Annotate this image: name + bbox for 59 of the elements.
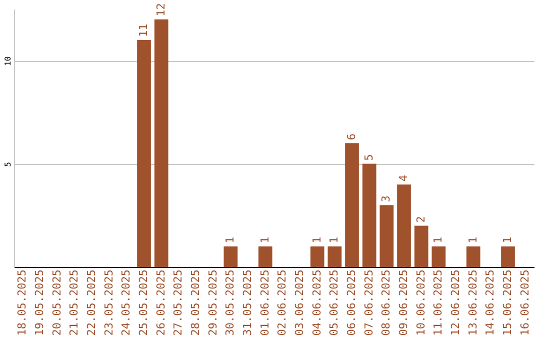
- x-tick-label: 02.06.2025: [276, 270, 289, 336]
- x-tick-label: 26.05.2025: [154, 270, 168, 336]
- x-tick-label: 16.06.2025: [518, 270, 532, 336]
- data-label: 11: [137, 24, 150, 37]
- x-tick-label: 12.06.2025: [449, 270, 462, 336]
- data-label: 1: [258, 236, 272, 244]
- bar: [397, 184, 411, 267]
- x-tick-label: 07.06.2025: [362, 270, 376, 336]
- x-tick-label: 14.06.2025: [484, 270, 497, 336]
- data-label: 4: [397, 174, 410, 182]
- bar: [414, 226, 428, 267]
- x-tick-label: 13.06.2025: [466, 270, 480, 336]
- x-tick-label: 29.05.2025: [206, 270, 220, 336]
- x-tick-label: 01.06.2025: [258, 270, 272, 336]
- data-label: 1: [466, 236, 480, 244]
- bar: [345, 143, 359, 267]
- data-label: 1: [310, 236, 324, 244]
- x-tick-label: 05.06.2025: [328, 270, 341, 336]
- x-tick-label: 18.05.2025: [16, 270, 29, 336]
- x-tick-label: 09.06.2025: [397, 270, 410, 336]
- x-tick-label: 20.05.2025: [50, 270, 64, 336]
- bar: [258, 246, 272, 267]
- bar: [432, 246, 446, 267]
- bar: [224, 246, 238, 267]
- x-tick-label: 28.05.2025: [189, 270, 202, 336]
- data-label: 1: [501, 236, 514, 244]
- bar: [137, 40, 151, 267]
- data-label: 2: [414, 216, 428, 223]
- bar: [362, 164, 376, 267]
- x-tick-label: 24.05.2025: [120, 270, 133, 336]
- x-tick-label: 31.05.2025: [241, 270, 254, 336]
- x-tick-label: 03.06.2025: [293, 270, 306, 336]
- bar: [328, 246, 342, 267]
- x-tick-label: 15.06.2025: [501, 270, 514, 336]
- bar: [310, 246, 324, 267]
- x-tick-label: 10.06.2025: [414, 270, 428, 336]
- bar: [154, 19, 168, 267]
- bar: [466, 246, 480, 267]
- data-label: 1: [328, 236, 341, 244]
- data-label: 3: [380, 195, 393, 202]
- bar: [380, 205, 394, 267]
- data-label: 1: [224, 236, 237, 244]
- x-tick-label: 30.05.2025: [224, 270, 237, 336]
- x-tick-label: 19.05.2025: [33, 270, 46, 336]
- data-label: 12: [154, 3, 168, 16]
- x-tick-label: 21.05.2025: [68, 270, 81, 336]
- x-tick-label: 11.06.2025: [432, 270, 445, 336]
- x-tick-label: 23.05.2025: [102, 270, 116, 336]
- x-tick-label: 04.06.2025: [310, 270, 324, 336]
- x-tick-label: 08.06.2025: [380, 270, 393, 336]
- data-label: 5: [362, 154, 376, 161]
- x-tick-label: 27.05.2025: [172, 270, 185, 336]
- x-tick-label: 06.06.2025: [345, 270, 358, 336]
- y-tick-label: 10: [4, 56, 12, 66]
- data-label: 1: [432, 236, 445, 244]
- bar: [501, 246, 515, 267]
- data-label: 6: [345, 134, 358, 140]
- x-tick-label: 22.05.2025: [85, 270, 98, 336]
- x-tick-label: 25.05.2025: [137, 270, 150, 336]
